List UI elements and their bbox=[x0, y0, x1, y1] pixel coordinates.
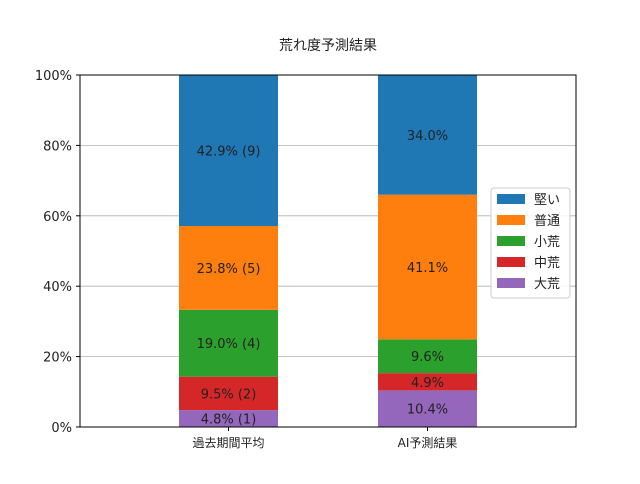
y-tick-label: 80% bbox=[43, 139, 72, 154]
legend-label: 中荒 bbox=[534, 256, 560, 271]
chart-title: 荒れ度予測結果 bbox=[279, 38, 377, 54]
legend-swatch bbox=[497, 194, 525, 204]
data-label: 4.9% bbox=[411, 376, 444, 391]
data-label: 41.1% bbox=[407, 261, 448, 276]
y-tick-label: 100% bbox=[35, 69, 72, 84]
y-tick-label: 60% bbox=[43, 210, 72, 225]
bar-segment bbox=[179, 410, 278, 427]
x-tick-label: 過去期間平均 bbox=[192, 436, 264, 450]
data-label: 4.8% (1) bbox=[201, 413, 257, 428]
y-tick-label: 0% bbox=[51, 421, 72, 436]
bar-segment bbox=[179, 75, 278, 227]
bar-segment bbox=[378, 194, 477, 340]
bar-segment bbox=[179, 309, 278, 377]
data-label: 19.0% (4) bbox=[197, 337, 261, 352]
bar-segment bbox=[179, 226, 278, 310]
y-tick-label: 20% bbox=[43, 351, 72, 366]
bar-segment bbox=[378, 390, 477, 427]
legend-label: 小荒 bbox=[534, 235, 560, 250]
data-label: 34.0% bbox=[407, 129, 448, 144]
y-tick-label: 40% bbox=[43, 280, 72, 295]
legend-label: 普通 bbox=[534, 214, 560, 229]
legend-swatch bbox=[497, 236, 525, 246]
x-tick-label: AI予測結果 bbox=[398, 436, 458, 450]
legend-swatch bbox=[497, 278, 525, 288]
data-label: 9.5% (2) bbox=[201, 387, 257, 402]
legend-label: 堅い bbox=[534, 193, 560, 208]
bar-segment bbox=[378, 75, 477, 195]
data-label: 42.9% (9) bbox=[197, 145, 261, 160]
legend-swatch bbox=[497, 257, 525, 267]
bar-segment bbox=[179, 376, 278, 411]
legend-label: 大荒 bbox=[534, 277, 560, 292]
data-label: 23.8% (5) bbox=[197, 262, 261, 277]
bar-segment bbox=[378, 373, 477, 391]
plot-frame bbox=[79, 74, 577, 428]
data-label: 10.4% bbox=[407, 403, 448, 418]
data-label: 9.6% bbox=[411, 350, 444, 365]
legend-swatch bbox=[497, 215, 525, 225]
bar-segment bbox=[378, 339, 477, 374]
